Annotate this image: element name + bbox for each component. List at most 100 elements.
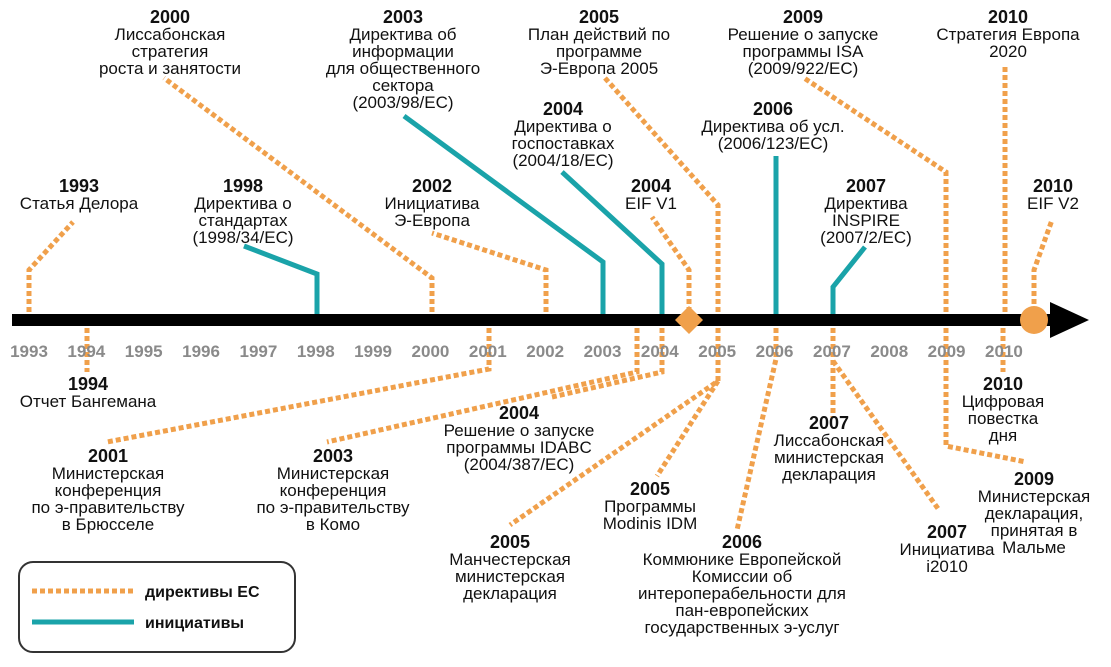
leader-line-e2004b [649,215,692,320]
leader-line-e2007c [830,359,942,512]
event-year: 2006 [753,99,793,119]
event-label-line: программы IDABC [446,438,592,457]
axis-tick-label: 1997 [239,342,277,361]
event-year: 2000 [150,7,190,27]
event-label-line: информации [352,42,454,61]
event-label-line: Мальме [1002,538,1066,557]
event-label-line: Директива [824,194,908,213]
event-label-line: Инициатива [900,540,996,559]
legend-label-directives: директивы ЕС [145,584,260,601]
event-label-line: Решение о запуске [444,421,595,440]
event-label-line: пан-европейских [675,601,809,620]
event-label-line: Стратегия Европа [936,25,1080,44]
event-year: 2010 [983,374,1023,394]
event-year: 2009 [1014,469,1054,489]
event-label-line: Статья Делора [20,194,139,213]
leader-line-e2004c [551,320,665,400]
event-label-line: i2010 [926,557,968,576]
event-year: 2006 [722,532,762,552]
event-label-line: INSPIRE [832,211,900,230]
leader-line-e2005c [654,379,721,478]
event-label-line: Директива о [514,117,611,136]
event-label-line: конференция [55,481,162,500]
event-label-line: Директива об усл. [701,117,844,136]
leader-line-e2007a [830,245,867,320]
event-label-line: (1998/34/EC) [192,228,293,247]
event-label-line: в Комо [306,515,360,534]
event-label-line: программе [556,42,642,61]
axis-tick-label: 2005 [698,342,736,361]
eif-v2-circle-marker [1020,306,1048,334]
event-label-line: Отчет Бангемана [20,392,157,411]
axis-tick-label: 1999 [354,342,392,361]
leader-line-e2010b [1031,219,1055,320]
event-year: 2007 [846,176,886,196]
event-label-line: Директива об [349,25,456,44]
event-label-line: интероперабельности для [638,584,846,603]
event-label-line: роста и занятости [99,59,241,78]
event-label-line: декларация [782,465,876,484]
event-label-line: в Брюсселе [62,515,154,534]
leader-line-e1998 [243,243,320,320]
event-label-line: Лиссабонская [115,25,226,44]
axis-tick-label: 2004 [641,342,679,361]
event-year: 2004 [631,176,671,196]
axis-tick-label: 1993 [10,342,48,361]
event-label-line: Директива о [194,194,291,213]
event-year: 2004 [499,403,539,423]
event-year: 2009 [783,7,823,27]
event-year: 2003 [313,446,353,466]
axis-tick-label: 2002 [526,342,564,361]
leader-line-e1993 [26,220,75,320]
event-year: 2007 [927,522,967,542]
event-label-line: Э-Европа [394,211,470,230]
event-year: 1998 [223,176,263,196]
event-label-line: стратегия [132,42,209,61]
event-year: 1994 [68,374,108,394]
event-label-line: Манчестерская [449,550,570,569]
event-label-line: принятая в [991,521,1078,540]
event-label-line: министерская [774,448,884,467]
event-label-line: по э-правительству [31,498,185,517]
axis-tick-label: 2006 [756,342,794,361]
leader-line-e2004a [560,170,665,320]
legend-label-initiatives: инициативы [145,615,244,632]
event-label-line: (2004/387/EC) [464,455,575,474]
timeline-axis [12,314,1057,326]
leader-line-e2000 [162,75,435,320]
eif-v1-diamond-marker [675,306,703,334]
event-year: 2002 [412,176,452,196]
leader-line-e2006b [734,320,779,531]
event-label-line: Цифровая [962,392,1044,411]
event-label-line: для общественного [326,59,480,78]
leader-line-e2003b [326,320,640,445]
event-label-line: декларация [463,584,557,603]
event-label-line: План действий по [528,25,670,44]
event-year: 2010 [1033,176,1073,196]
event-label-line: (2009/922/EC) [748,59,859,78]
event-label-line: программы ISA [743,42,865,61]
event-label-line: министерская [455,567,565,586]
event-label-line: Решение о запуске [728,25,879,44]
axis-tick-label: 2009 [928,342,966,361]
event-label-line: госпоставках [512,134,615,153]
event-year: 2004 [543,99,583,119]
event-year: 2005 [579,7,619,27]
event-label-line: повестка [968,409,1039,428]
